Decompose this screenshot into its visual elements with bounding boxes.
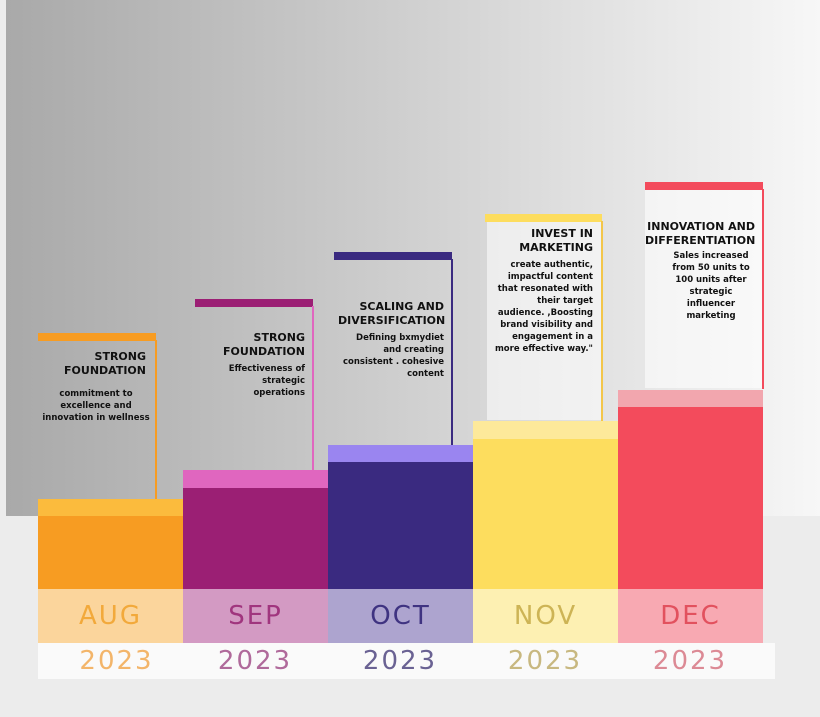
milestone-heading-aug: STRONG FOUNDATION xyxy=(64,350,146,377)
year-label-sep: 2023 xyxy=(195,643,315,679)
marker-line-dec xyxy=(645,182,763,190)
bar-aug xyxy=(38,499,183,589)
milestone-heading-nov: INVEST IN MARKETING xyxy=(519,227,593,254)
connector-dec xyxy=(762,189,764,389)
milestone-desc-dec: Sales increased from 50 units to 100 uni… xyxy=(672,251,750,321)
bar-sep xyxy=(183,470,328,589)
milestone-desc-aug: commitment to excellence and innovation … xyxy=(42,389,150,423)
year-label-aug: 2023 xyxy=(38,643,195,679)
milestone-heading-oct: SCALING AND DIVERSIFICATION xyxy=(338,300,446,327)
bar-nov xyxy=(473,421,618,589)
milestone-desc-oct: Defining bxmydiet and creating consisten… xyxy=(342,333,444,379)
month-label-dec: DEC xyxy=(618,589,763,643)
month-label-aug: AUG xyxy=(38,589,183,643)
connector-oct xyxy=(451,259,453,445)
marker-line-aug xyxy=(38,333,156,341)
milestone-sep: STRONG FOUNDATION Effectiveness of strat… xyxy=(200,331,305,399)
milestone-aug: STRONG FOUNDATION xyxy=(38,350,146,378)
month-label-nov: NOV xyxy=(473,589,618,643)
connector-nov xyxy=(601,221,603,421)
milestone-heading-sep: STRONG FOUNDATION xyxy=(223,331,305,358)
milestone-dec: INNOVATION AND DIFFERENTIATION xyxy=(645,220,755,248)
bar-oct xyxy=(328,445,473,589)
text-panel-nov xyxy=(487,222,601,420)
marker-line-nov xyxy=(485,214,602,222)
year-label-oct: 2023 xyxy=(315,643,485,679)
milestone-heading-dec: INNOVATION AND DIFFERENTIATION xyxy=(645,220,756,247)
year-label-dec: 2023 xyxy=(605,643,775,679)
milestone-oct: SCALING AND DIVERSIFICATION Defining bxm… xyxy=(338,300,446,380)
marker-line-sep xyxy=(195,299,313,307)
milestone-nov: INVEST IN MARKETING create authentic, im… xyxy=(490,227,593,355)
milestone-desc-nov: create authentic, impactful content that… xyxy=(494,260,593,354)
year-label-nov: 2023 xyxy=(485,643,605,679)
marker-line-oct xyxy=(334,252,452,260)
text-panel-dec xyxy=(645,190,762,388)
connector-sep xyxy=(312,306,314,470)
month-label-oct: OCT xyxy=(328,589,473,643)
bar-dec xyxy=(618,390,763,589)
connector-aug xyxy=(155,340,157,500)
month-label-sep: SEP xyxy=(183,589,328,643)
milestone-desc-sep: Effectiveness of strategic operations xyxy=(228,364,305,398)
